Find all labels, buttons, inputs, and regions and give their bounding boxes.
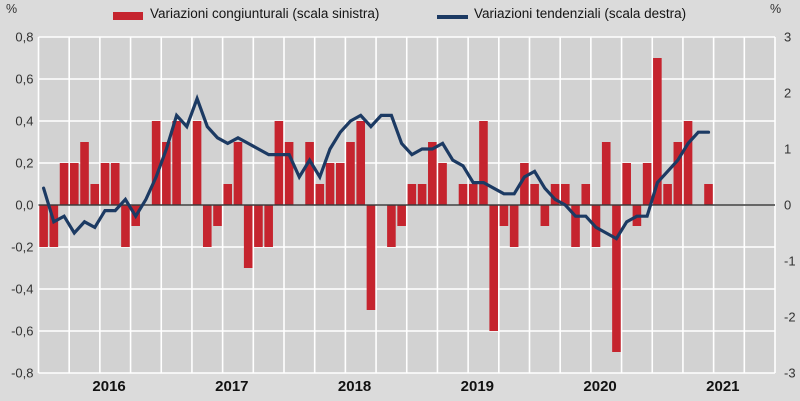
bar-2020-05 — [571, 205, 580, 247]
year-label-2017: 2017 — [215, 378, 248, 395]
bar-2017-11 — [264, 205, 273, 247]
bar-2021-03 — [673, 142, 683, 205]
legend-bar-swatch-icon — [113, 12, 143, 20]
bar-2020-08 — [601, 142, 611, 205]
bar-2016-07 — [100, 163, 110, 205]
left-tick-label: -0,2 — [11, 240, 33, 255]
left-tick-label: -0,4 — [11, 282, 33, 297]
bar-2019-12 — [520, 163, 529, 205]
bar-2021-06 — [704, 184, 713, 205]
bar-2020-01 — [530, 184, 539, 205]
legend-label-tendenziali: Variazioni tendenziali (scala destra) — [474, 6, 687, 21]
year-label-2019: 2019 — [461, 378, 494, 395]
bar-2017-02 — [172, 121, 181, 205]
bar-2017-04 — [192, 121, 202, 205]
year-label-2020: 2020 — [583, 378, 616, 395]
bar-2021-01 — [653, 58, 662, 205]
left-axis-unit-label: % — [6, 2, 18, 16]
bar-2018-08 — [356, 121, 366, 205]
bar-2016-02 — [49, 205, 59, 247]
bar-2020-03 — [550, 184, 560, 205]
bar-2019-07 — [468, 184, 478, 205]
bar-2017-05 — [202, 205, 212, 247]
legend-label-congiunturali: Variazioni congiunturali (scala sinistra… — [150, 6, 380, 21]
bar-2018-11 — [387, 205, 396, 247]
bar-2018-04 — [315, 184, 325, 205]
bar-2016-03 — [59, 163, 69, 205]
bar-2016-12 — [151, 121, 161, 205]
bar-2019-08 — [479, 121, 488, 205]
bar-2016-04 — [70, 163, 79, 205]
legend-line-swatch-icon — [437, 15, 468, 19]
bar-2019-02 — [417, 184, 427, 205]
bar-2019-09 — [489, 205, 498, 331]
bar-2016-09 — [121, 205, 130, 247]
bar-2020-06 — [581, 184, 591, 205]
bar-2016-06 — [90, 184, 100, 205]
bar-2018-12 — [397, 205, 406, 226]
bar-2017-08 — [233, 142, 243, 205]
bar-2020-04 — [561, 184, 570, 205]
bar-2016-05 — [80, 142, 89, 205]
right-axis-unit-label: % — [770, 2, 782, 16]
left-tick-label: 0,8 — [15, 30, 33, 45]
bar-2019-04 — [438, 163, 447, 205]
bar-2018-07 — [346, 142, 355, 205]
left-tick-label: 0,0 — [15, 198, 33, 213]
bar-2017-06 — [213, 205, 222, 226]
bar-2019-11 — [509, 205, 519, 247]
bar-2020-12 — [642, 163, 652, 205]
year-label-2018: 2018 — [338, 378, 371, 395]
bar-2019-03 — [428, 142, 437, 205]
bar-2017-07 — [223, 184, 233, 205]
y-axis-right-ticks: 3 2 1 0 -1 -2 -3 — [784, 30, 796, 381]
bar-2019-10 — [499, 205, 509, 226]
bar-2018-05 — [325, 163, 335, 205]
left-tick-label: -0,8 — [11, 366, 33, 381]
bar-2018-03 — [305, 142, 314, 205]
left-tick-label: 0,6 — [15, 72, 33, 87]
bar-2020-09 — [612, 205, 621, 352]
bar-2020-02 — [540, 205, 550, 226]
bar-2021-02 — [663, 184, 672, 205]
bar-2016-08 — [110, 163, 120, 205]
bar-2017-09 — [243, 205, 253, 268]
right-tick-label: -2 — [784, 310, 796, 325]
year-label-2021: 2021 — [706, 378, 739, 395]
right-tick-label: 1 — [784, 142, 791, 157]
bar-2017-10 — [254, 205, 263, 247]
right-tick-label: 2 — [784, 86, 791, 101]
bar-2020-10 — [622, 163, 631, 205]
bar-2019-06 — [458, 184, 468, 205]
bar-2017-01 — [162, 142, 171, 205]
right-tick-label: -1 — [784, 254, 796, 269]
bar-2019-01 — [407, 184, 417, 205]
left-tick-label: 0,4 — [15, 114, 33, 129]
bar-2016-01 — [39, 205, 48, 247]
line-series-tendenziali — [41, 93, 711, 241]
bar-2018-09 — [366, 205, 376, 310]
left-tick-label: 0,2 — [15, 156, 33, 171]
bar-2018-06 — [335, 163, 345, 205]
right-tick-label: 0 — [784, 198, 791, 213]
y-axis-left-ticks: 0,8 0,6 0,4 0,2 0,0 -0,2 -0,4 -0,6 -0,8 — [11, 30, 33, 381]
bar-2021-04 — [683, 121, 693, 205]
bar-2018-01 — [284, 142, 294, 205]
bar-2017-12 — [274, 121, 284, 205]
x-axis-year-labels: 2016 2017 2018 2019 2020 2021 — [92, 378, 739, 395]
right-tick-label: 3 — [784, 30, 791, 45]
right-tick-label: -3 — [784, 366, 796, 381]
left-tick-label: -0,6 — [11, 324, 33, 339]
year-label-2016: 2016 — [92, 378, 125, 395]
